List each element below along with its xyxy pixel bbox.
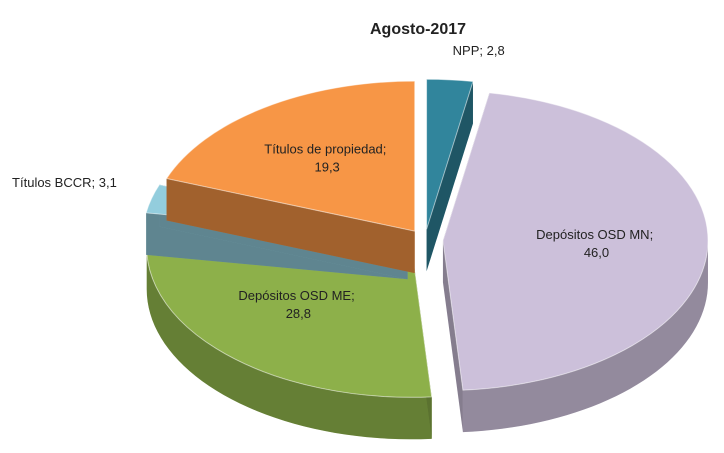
pie-slice: [426, 78, 474, 272]
label-separator: ;: [650, 227, 657, 242]
label-category: NPP: [453, 43, 480, 58]
slice-wall-shade: [426, 81, 473, 272]
data-label: NPP; 2,8: [453, 43, 505, 58]
pie-slice: [165, 80, 416, 274]
slice-wall-shade: [442, 240, 463, 433]
chart-title: Agosto-2017: [370, 21, 466, 38]
label-separator: ;: [479, 43, 486, 58]
label-value: 19,3: [314, 160, 339, 175]
label-category: Depósitos OSD MN: [536, 227, 649, 242]
slice-wall: [166, 178, 415, 274]
slice-wall: [442, 240, 463, 433]
slice-top: [426, 78, 474, 230]
label-separator: ;: [351, 288, 358, 303]
label-value: 46,0: [584, 245, 609, 260]
label-value: 3,1: [99, 175, 117, 190]
slice-wall-shade: [166, 178, 415, 274]
label-value: 28,8: [286, 306, 311, 321]
label-separator: ;: [92, 175, 99, 190]
label-category: Títulos BCCR: [12, 175, 91, 190]
slice-side: [146, 247, 432, 440]
data-label: Títulos BCCR; 3,1: [12, 175, 117, 190]
slice-wall: [426, 81, 473, 272]
slice-side-shade: [462, 240, 708, 433]
label-category: Depósitos OSD ME: [238, 288, 351, 303]
slice-top: [442, 92, 709, 391]
slice-side-shade: [146, 247, 432, 440]
data-label: Títulos de propiedad; 19,3: [264, 142, 390, 175]
slice-side: [462, 240, 708, 433]
label-category: Títulos de propiedad: [264, 142, 383, 157]
label-value: 2,8: [487, 43, 505, 58]
data-label: Depósitos OSD ME; 28,8: [238, 288, 358, 321]
data-label: Depósitos OSD MN; 46,0: [536, 227, 657, 260]
pie-slice: [442, 92, 709, 433]
label-separator: ;: [383, 142, 390, 157]
slice-top: [165, 80, 416, 232]
